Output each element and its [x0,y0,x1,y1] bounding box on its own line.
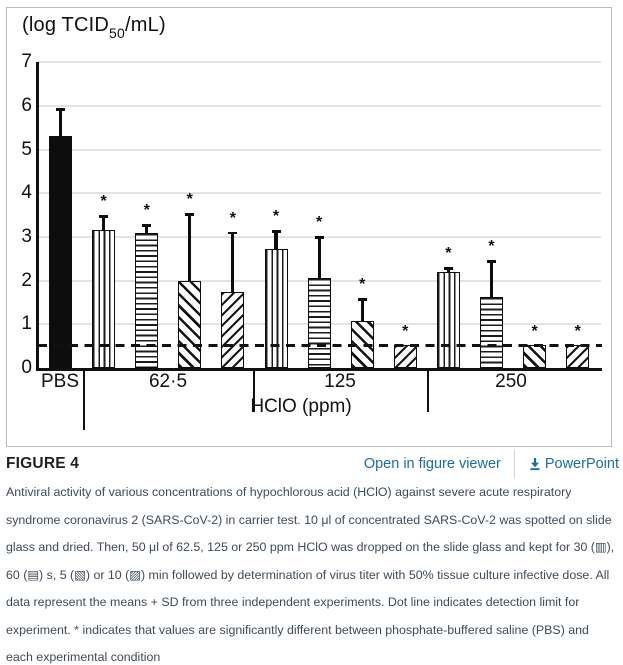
x-group-label: PBS [40,371,80,392]
error-bar [360,298,364,322]
error-bar [231,231,235,293]
gridline [37,192,601,195]
significance-asterisk: * [445,245,452,263]
group-separator [427,368,430,412]
y-tick-label: 7 [21,51,32,73]
significance-asterisk: * [488,238,495,256]
significance-asterisk: * [359,276,366,294]
significance-asterisk: * [186,190,193,208]
error-bar [489,260,494,297]
y-axis-line [36,62,39,370]
bar [480,296,503,368]
y-tick-label: 2 [21,269,32,291]
caption-line: each experimental condition [6,650,161,664]
figure-header: FIGURE 4 Open in figure viewer PowerPoin… [6,449,619,479]
bar [393,345,417,368]
error-bar [145,223,149,234]
significance-asterisk: * [402,323,409,341]
figure-label: FIGURE 4 [6,455,80,472]
caption-line: glass and dried. Then, 50 μl of 62.5, 12… [6,540,615,554]
caption-line: Antiviral activity of various concentrat… [6,485,572,499]
significance-asterisk: * [229,209,236,227]
y-tick-label: 3 [21,225,32,247]
bar [221,292,245,368]
group-separator [83,368,86,430]
caption-line: syndrome coronavirus 2 (SARS-CoV-2) in c… [6,512,612,527]
y-tick-label: 5 [21,138,32,160]
figure-links: Open in figure viewer PowerPoint [364,450,619,478]
error-bar [188,212,192,281]
powerpoint-link[interactable]: PowerPoint [528,456,619,472]
gridline [37,61,601,64]
caption-line: experiment. * indicates that values are … [6,622,589,637]
bar [135,233,159,368]
error-bar-cap [314,236,324,239]
bar [523,345,547,368]
significance-asterisk: * [531,323,538,341]
gridline [37,148,601,151]
bar [566,345,590,368]
error-bar-cap [185,212,195,216]
figure-panel: (log TCID50/mL) HClO (ppm) 0 1 2 3 4 5 6 7 * * * * *… [6,7,612,447]
bar [307,277,331,368]
bar [178,280,202,368]
gridline [37,104,601,107]
figure-caption: Antiviral activity of various concentrat… [6,479,621,665]
y-tick-label: 4 [21,182,32,204]
x-group-label: 250 [495,371,527,392]
significance-asterisk: * [315,214,323,232]
powerpoint-link-label: PowerPoint [544,456,619,472]
caption-line: data represent the means + SD from three… [6,595,580,609]
error-bar-cap [99,215,109,218]
error-bar-cap [487,260,496,263]
error-bar [274,230,278,249]
bar [92,230,116,368]
significance-asterisk: * [143,201,150,219]
bar [436,271,460,368]
bar-chart: (log TCID50/mL) HClO (ppm) 0 1 2 3 4 5 6 7 * * * * *… [7,8,611,446]
error-bar [317,236,321,278]
x-group-label: 125 [324,371,356,392]
error-bar-cap [228,231,238,235]
caption-line: 60 (▤) s, 5 (▧) or 10 (▨) min followed b… [6,567,610,582]
bar [49,136,72,368]
y-tick-label: 1 [21,313,32,335]
significance-asterisk: * [272,208,280,226]
link-divider [513,450,515,478]
x-group-label: 62·5 [148,371,188,392]
significance-asterisk: * [100,193,107,211]
significance-asterisk: * [574,323,581,341]
group-separator [253,368,256,412]
error-bar-cap [56,107,65,111]
open-in-figure-viewer-link[interactable]: Open in figure viewer [363,456,501,472]
error-bar [58,107,63,137]
error-bar-cap [142,223,152,227]
y-axis-title: (log TCID50/mL) [22,14,166,41]
error-bar-cap [357,298,367,301]
x-axis-line [36,368,602,371]
error-bar [102,215,106,231]
error-bar-cap [271,230,281,234]
download-icon [530,458,540,471]
x-axis-title: HClO (ppm) [250,396,352,417]
y-tick-label: 6 [21,94,32,116]
error-bar-cap [443,267,453,271]
bar [264,248,288,368]
detection-limit-line [38,344,602,347]
y-tick-label: 0 [21,357,32,378]
